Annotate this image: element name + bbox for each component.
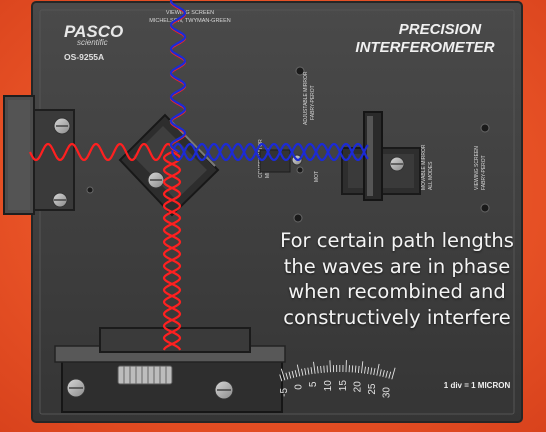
scale-tick <box>388 371 392 379</box>
scale-tick <box>296 364 301 377</box>
scale-tick <box>385 370 388 378</box>
scale-tick <box>304 368 307 376</box>
scale-tick <box>307 367 310 375</box>
scale-tick <box>351 365 354 373</box>
blue-wave-horizontal <box>171 142 369 162</box>
scale-tick <box>280 368 286 381</box>
caption-line: when recombined and <box>288 280 506 303</box>
brand-sub: scientific <box>77 38 108 47</box>
scale-tick <box>313 361 316 374</box>
caption-line: For certain path lengths <box>280 229 514 252</box>
thumb-screw <box>53 117 71 135</box>
scale-tick <box>294 370 298 378</box>
scale-tick <box>291 370 295 378</box>
label-viewing-screen-right: VIEWING SCREEN <box>474 146 480 190</box>
label-viewing-screen-top: VIEWING SCREEN <box>166 10 214 16</box>
thumb-screw <box>52 192 68 208</box>
caption-line: the waves are in phase <box>283 254 511 278</box>
scale-tick-label: 0 <box>294 384 305 390</box>
panel-bevel <box>39 9 515 415</box>
compensator-plate <box>259 149 291 173</box>
scale-note: 1 div = 1 MICRON <box>444 381 511 390</box>
scale-tick-label: 15 <box>338 380 349 392</box>
laser-mount-bracket <box>3 95 75 215</box>
scale-tick <box>310 367 313 375</box>
label-michelson-twyman: MICHELSON, TWYMAN-GREEN <box>149 18 231 24</box>
thumb-screw <box>214 380 234 400</box>
scale-tick <box>376 363 380 376</box>
title-line2: INTERFEROMETER <box>355 39 494 56</box>
scale-tick <box>364 366 366 374</box>
label-all-modes: ALL MODES <box>428 161 434 190</box>
scale-tick <box>301 368 304 376</box>
scale-tick <box>323 365 325 373</box>
red-wave-incoming <box>29 142 173 162</box>
scale-tick <box>373 368 376 376</box>
scale-tick <box>379 369 382 377</box>
thumb-screw <box>389 156 405 172</box>
label-adjustable-mirror: ADJUSTABLE MIRROR <box>303 71 309 125</box>
micrometer-stage <box>54 327 286 413</box>
title-line1: PRECISION <box>399 21 483 38</box>
movable-mirror-mount <box>341 111 421 201</box>
brand-name: PASCO <box>64 22 123 41</box>
blue-wave-recombined <box>169 0 187 153</box>
scale-tick <box>316 366 319 374</box>
scale-tick-label: 25 <box>367 383 378 395</box>
scale-tick <box>329 360 331 373</box>
thumb-screw <box>66 378 86 398</box>
micrometer-scale: -5 0 5 10 15 20 25 30 <box>279 360 396 399</box>
red-wave-vertical-reflected <box>162 151 182 351</box>
blue-wave-horizontal-reflected <box>171 142 369 162</box>
scale-tick <box>367 367 370 375</box>
scale-tick <box>320 365 322 373</box>
scale-tick <box>391 367 396 380</box>
thumb-screw <box>147 171 165 189</box>
scale-tick-label: 10 <box>323 380 334 392</box>
label-fabry-perot: FABRY-PEROT <box>310 85 316 120</box>
scale-tick <box>288 371 292 379</box>
scale-tick <box>382 369 385 378</box>
model-number: OS-9255A <box>64 52 104 62</box>
caption-line: constructively interfere <box>283 305 511 329</box>
label-fabry-perot-right: FABRY-PEROT <box>481 155 487 190</box>
scale-tick-label: -5 <box>279 387 290 396</box>
label-motor: MOT <box>314 171 320 182</box>
scale-tick <box>354 365 357 373</box>
scale-tick <box>285 372 289 380</box>
scale-tick <box>370 367 373 375</box>
scale-tick-label: 20 <box>353 381 364 393</box>
caption-text: For certain path lengths the waves are i… <box>262 228 532 330</box>
mounting-holes <box>86 66 490 223</box>
scale-tick <box>361 361 364 374</box>
label-movable-mirror: MOVABLE MIRROR <box>421 144 427 190</box>
red-wave-vertical <box>162 151 182 351</box>
scale-tick-label: 30 <box>382 387 393 399</box>
scale-tick <box>357 365 360 373</box>
scale-tick-label: 5 <box>308 381 319 387</box>
scale-tick <box>279 374 283 382</box>
